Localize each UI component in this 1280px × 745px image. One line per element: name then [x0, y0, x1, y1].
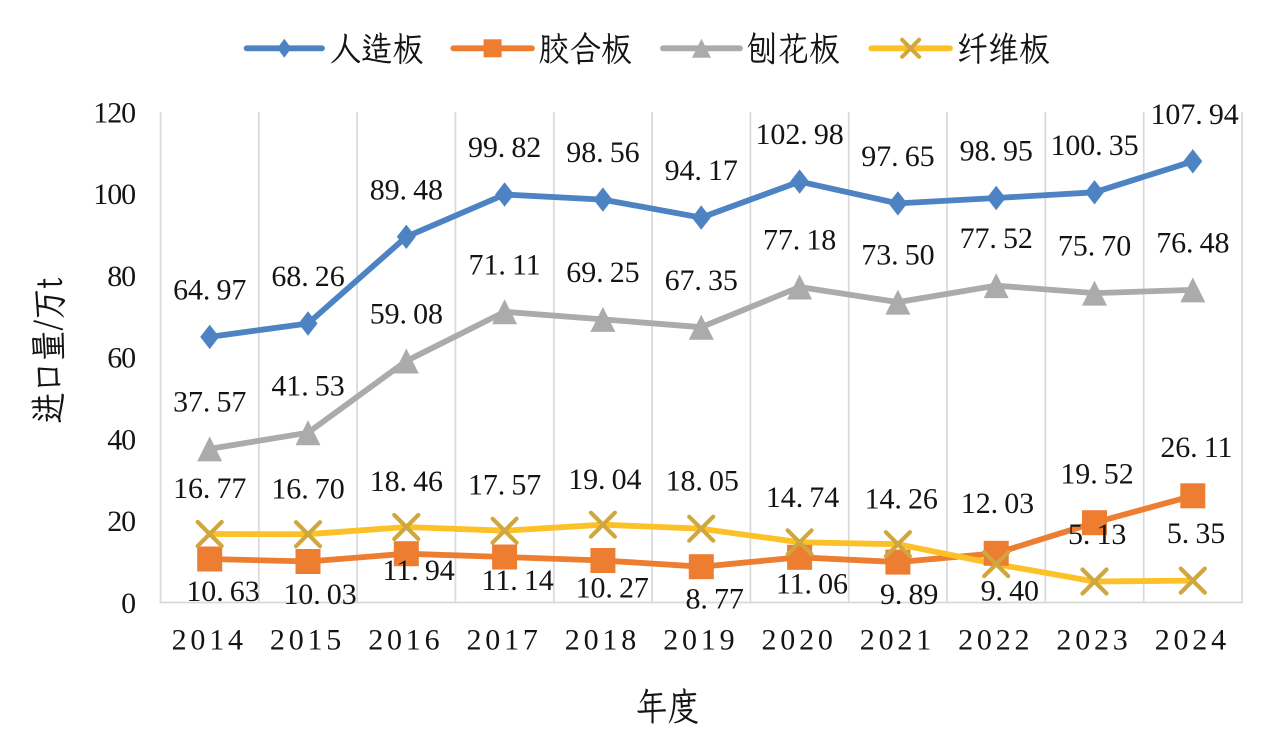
svg-text:2015: 2015 [270, 624, 345, 657]
svg-text:60: 60 [107, 342, 135, 375]
svg-text:5. 35: 5. 35 [1167, 517, 1225, 550]
svg-text:69. 25: 69. 25 [566, 256, 639, 289]
svg-text:17. 57: 17. 57 [468, 469, 541, 502]
svg-text:64. 97: 64. 97 [173, 274, 246, 307]
svg-text:18. 05: 18. 05 [666, 465, 739, 498]
svg-text:107. 94: 107. 94 [1151, 98, 1239, 131]
svg-text:16. 70: 16. 70 [271, 472, 344, 505]
svg-text:77. 52: 77. 52 [960, 222, 1033, 255]
svg-text:18. 46: 18. 46 [370, 465, 443, 498]
svg-text:67. 35: 67. 35 [665, 264, 738, 297]
svg-text:14. 74: 14. 74 [766, 481, 839, 514]
svg-text:2014: 2014 [172, 624, 247, 657]
svg-text:26. 11: 26. 11 [1160, 431, 1232, 464]
svg-text:40: 40 [107, 423, 135, 456]
svg-text:2023: 2023 [1056, 624, 1131, 657]
svg-text:19. 52: 19. 52 [1060, 458, 1133, 491]
svg-text:75. 70: 75. 70 [1058, 230, 1131, 263]
svg-text:100. 35: 100. 35 [1050, 129, 1138, 162]
svg-text:16. 77: 16. 77 [173, 472, 246, 505]
svg-text:11. 14: 11. 14 [482, 564, 554, 597]
svg-text:19. 04: 19. 04 [568, 463, 641, 496]
svg-text:2024: 2024 [1155, 624, 1230, 657]
svg-text:98. 56: 98. 56 [566, 136, 639, 169]
svg-text:41. 53: 41. 53 [271, 369, 344, 402]
svg-text:9. 40: 9. 40 [981, 575, 1039, 608]
svg-text:98. 95: 98. 95 [960, 135, 1033, 168]
svg-text:12. 03: 12. 03 [961, 487, 1034, 520]
svg-text:5. 13: 5. 13 [1068, 518, 1126, 551]
svg-text:11. 06: 11. 06 [776, 568, 848, 601]
svg-text:2016: 2016 [368, 624, 443, 657]
svg-text:100: 100 [93, 178, 135, 211]
svg-text:0: 0 [121, 587, 135, 620]
svg-text:89. 48: 89. 48 [370, 173, 443, 206]
svg-text:120: 120 [93, 96, 135, 129]
svg-text:94. 17: 94. 17 [665, 154, 738, 187]
svg-text:37. 57: 37. 57 [173, 386, 246, 419]
svg-text:2020: 2020 [761, 624, 836, 657]
svg-text:2017: 2017 [466, 624, 541, 657]
svg-text:10. 63: 10. 63 [186, 575, 259, 608]
svg-text:8. 77: 8. 77 [685, 582, 743, 615]
svg-text:77. 18: 77. 18 [763, 224, 836, 257]
svg-text:20: 20 [107, 505, 135, 538]
svg-text:73. 50: 73. 50 [861, 239, 934, 272]
svg-text:2018: 2018 [565, 624, 640, 657]
svg-text:80: 80 [107, 260, 135, 293]
svg-text:2022: 2022 [958, 624, 1033, 657]
svg-text:99. 82: 99. 82 [468, 131, 541, 164]
svg-text:10. 03: 10. 03 [283, 578, 356, 611]
svg-text:2019: 2019 [663, 624, 738, 657]
svg-text:9. 89: 9. 89 [880, 578, 938, 611]
svg-text:11. 94: 11. 94 [383, 554, 455, 587]
svg-text:76. 48: 76. 48 [1156, 227, 1229, 260]
svg-text:14. 26: 14. 26 [865, 483, 938, 516]
svg-text:59. 08: 59. 08 [370, 298, 443, 331]
svg-text:2021: 2021 [860, 624, 935, 657]
svg-text:102. 98: 102. 98 [756, 118, 844, 151]
svg-text:97. 65: 97. 65 [861, 140, 934, 173]
svg-text:71. 11: 71. 11 [469, 248, 541, 281]
svg-text:10. 27: 10. 27 [576, 571, 649, 604]
svg-text:68. 26: 68. 26 [271, 260, 344, 293]
